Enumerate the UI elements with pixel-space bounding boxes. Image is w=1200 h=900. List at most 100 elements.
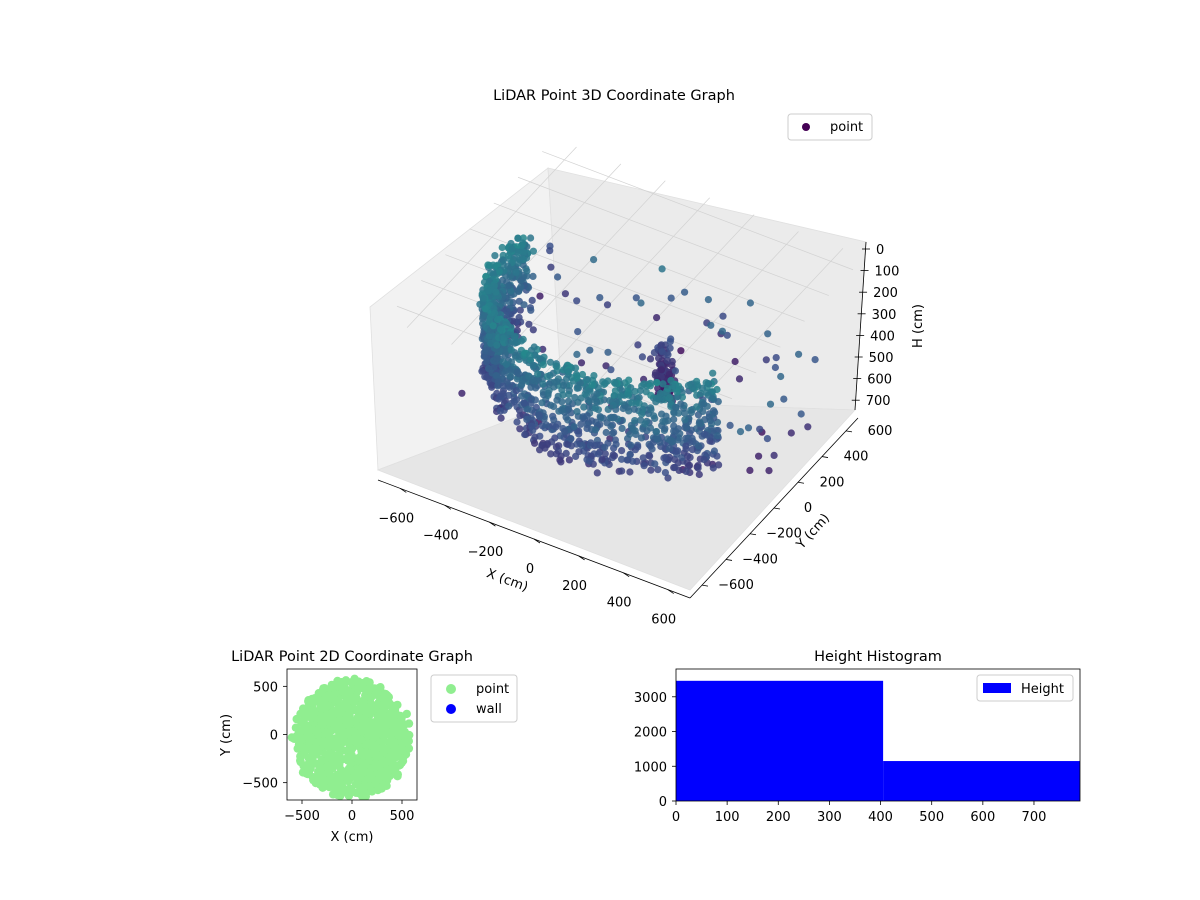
scatter-2d-point — [388, 712, 397, 721]
cloud-point — [512, 268, 520, 276]
cloud-point — [736, 428, 745, 436]
cloud-point — [539, 361, 547, 369]
y-tick-label: −400 — [742, 552, 778, 567]
cloud-point — [516, 412, 524, 420]
legend-2d-point-label: point — [476, 682, 509, 697]
scatter-2d-point — [381, 745, 391, 754]
scatter-2d-point — [404, 744, 414, 753]
z-tick-label: 500 — [869, 351, 894, 366]
x-tick-label-2d: −500 — [284, 809, 320, 824]
cloud-point — [618, 424, 626, 432]
cloud-point — [706, 417, 715, 425]
z-tick-label: 200 — [873, 286, 898, 301]
cloud-point — [636, 387, 645, 395]
ticks-2d: −500 0 500 −500 0 500 — [242, 680, 414, 824]
scatter-2d-point — [353, 678, 362, 687]
scatter-2d-point — [320, 694, 330, 703]
x-tick-label-2d: 500 — [390, 809, 415, 824]
cloud-point — [670, 409, 678, 417]
cloud-point — [619, 404, 627, 413]
scatter-2d-point — [318, 720, 327, 729]
x-tick-label: 400 — [607, 596, 632, 611]
cloud-point — [654, 466, 662, 474]
histogram-title: Height Histogram — [814, 649, 942, 665]
x-tick-label-hist: 300 — [817, 810, 842, 825]
cloud-point — [609, 401, 618, 409]
cloud-point — [719, 312, 727, 320]
cloud-point — [488, 381, 496, 389]
cloud-point — [573, 350, 581, 358]
scatter-2d-point — [308, 744, 317, 753]
cloud-point — [508, 245, 516, 253]
cloud-point — [596, 413, 604, 421]
x-axis-label-2d: X (cm) — [331, 830, 374, 845]
cloud-point — [663, 384, 672, 393]
y-tick-mark — [797, 481, 805, 484]
cloud-point — [678, 454, 686, 462]
cloud-point — [628, 399, 636, 407]
scatter-2d-point — [295, 732, 305, 742]
cloud-point — [698, 384, 707, 392]
scatter-2d-point — [349, 698, 359, 707]
scatter-2d-point — [299, 761, 308, 771]
cloud-point — [516, 306, 524, 314]
cloud-point — [513, 418, 521, 426]
y-tick-mark — [845, 430, 853, 433]
cloud-point — [664, 474, 672, 482]
cloud-point — [629, 457, 637, 465]
y-tick-mark — [725, 559, 733, 561]
cloud-point — [660, 454, 668, 462]
cloud-point — [583, 424, 591, 433]
z-axis-line — [854, 241, 867, 411]
cloud-point — [714, 432, 722, 440]
cloud-point — [681, 288, 689, 296]
cloud-point — [646, 442, 655, 450]
cloud-point — [592, 418, 600, 426]
x-tick-label-2d: 0 — [348, 809, 356, 824]
cloud-point — [609, 414, 618, 422]
cloud-point — [506, 372, 514, 380]
x-tick-mark — [622, 572, 630, 578]
cloud-point — [495, 395, 503, 403]
scatter-2d-point — [389, 747, 398, 756]
cloud-point — [517, 283, 525, 291]
legend-histogram: Height — [976, 674, 1074, 702]
y-tick-label-hist: 2000 — [634, 726, 667, 741]
cloud-point — [531, 396, 540, 404]
cloud-point — [652, 428, 661, 436]
cloud-point — [688, 446, 697, 454]
x-tick-label: −400 — [423, 528, 459, 543]
x-tick-label-hist: 100 — [715, 810, 740, 825]
cloud-point — [555, 407, 563, 415]
cloud-point — [563, 375, 571, 383]
cloud-point — [682, 434, 690, 442]
cloud-point — [484, 287, 492, 295]
cloud-point — [631, 417, 639, 425]
scatter-2d-point — [400, 730, 409, 739]
cloud-point — [564, 405, 573, 413]
cloud-point — [561, 427, 569, 435]
cloud-point — [709, 369, 717, 377]
cloud-point — [531, 439, 539, 447]
x-tick-label-hist: 0 — [672, 810, 680, 825]
y-tick-mark — [749, 533, 757, 536]
cloud-point — [498, 243, 506, 252]
cloud-point — [529, 326, 537, 334]
scatter-2d-point — [357, 700, 366, 709]
cloud-point — [559, 381, 568, 389]
cloud-point — [495, 267, 503, 276]
x-tick-label: 0 — [526, 562, 534, 577]
cloud-point — [658, 348, 666, 356]
cloud-point — [529, 247, 538, 255]
cloud-point — [604, 405, 612, 413]
cloud-point — [693, 403, 701, 411]
cloud-point — [528, 422, 536, 430]
cloud-point — [499, 256, 507, 264]
cloud-point — [611, 387, 620, 395]
cloud-point — [529, 272, 537, 280]
scatter-2d-point — [371, 776, 381, 786]
cloud-point — [557, 458, 565, 466]
cloud-point — [542, 421, 550, 429]
histogram-bars — [676, 680, 1080, 801]
x-tick-label: 200 — [562, 579, 587, 594]
